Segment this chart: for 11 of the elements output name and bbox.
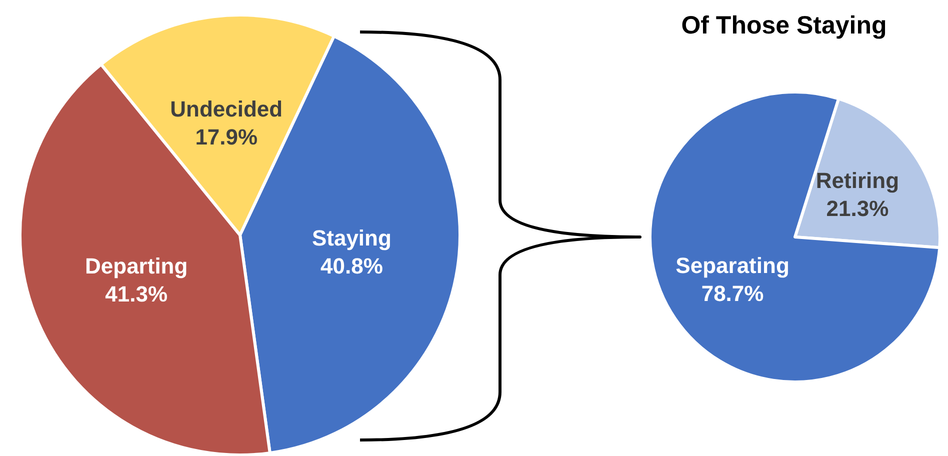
data-label: 78.7%	[701, 280, 764, 306]
data-label: 41.3%	[105, 282, 168, 307]
slice-label: Retiring	[816, 168, 900, 194]
data-label: 21.3%	[826, 196, 889, 222]
chart-title: Of Those Staying	[681, 12, 887, 40]
slice-label: Separating	[676, 252, 790, 278]
data-label: 17.9%	[195, 124, 258, 150]
slice-label: Staying	[312, 226, 392, 251]
data-label: 40.8%	[320, 254, 383, 279]
slice-label: Undecided	[170, 96, 283, 122]
slice-label: Departing	[85, 254, 188, 279]
